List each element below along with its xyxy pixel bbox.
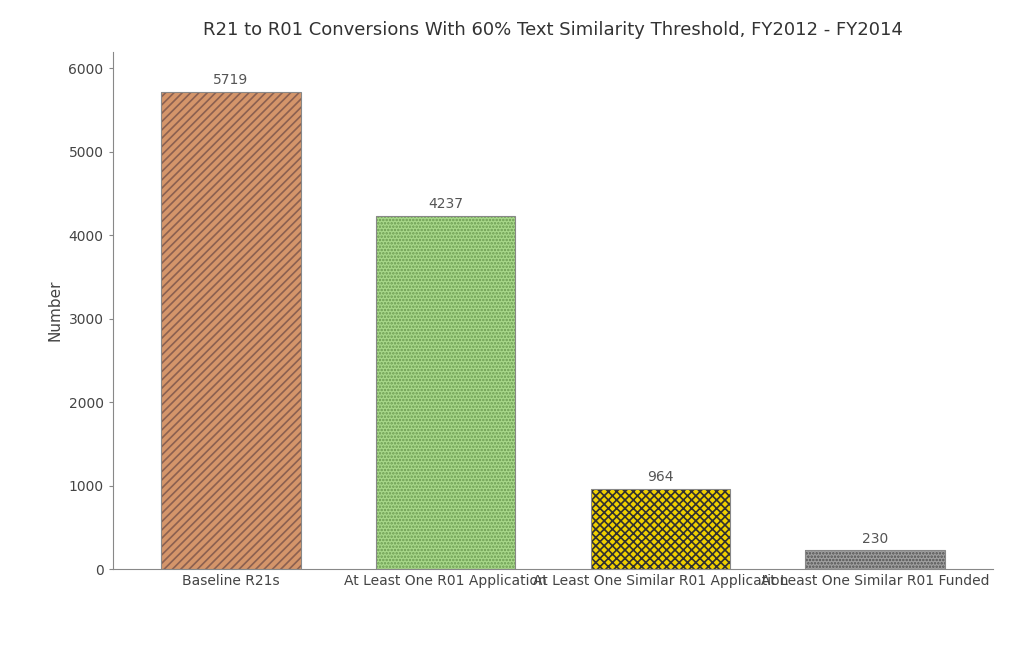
Text: 5719: 5719 bbox=[213, 73, 249, 87]
Bar bbox=[805, 550, 945, 569]
Bar bbox=[376, 215, 515, 569]
Bar bbox=[376, 215, 515, 569]
Title: R21 to R01 Conversions With 60% Text Similarity Threshold, FY2012 - FY2014: R21 to R01 Conversions With 60% Text Sim… bbox=[203, 21, 903, 39]
Y-axis label: Number: Number bbox=[48, 280, 62, 342]
Bar bbox=[161, 92, 301, 569]
Bar bbox=[591, 489, 730, 569]
Bar bbox=[591, 489, 730, 569]
Text: 4237: 4237 bbox=[428, 197, 463, 211]
Bar bbox=[161, 92, 301, 569]
Bar bbox=[591, 489, 730, 569]
Text: 230: 230 bbox=[862, 532, 888, 545]
Bar bbox=[805, 550, 945, 569]
Text: 964: 964 bbox=[647, 470, 674, 485]
Bar bbox=[805, 550, 945, 569]
Bar bbox=[161, 92, 301, 569]
Bar bbox=[376, 215, 515, 569]
